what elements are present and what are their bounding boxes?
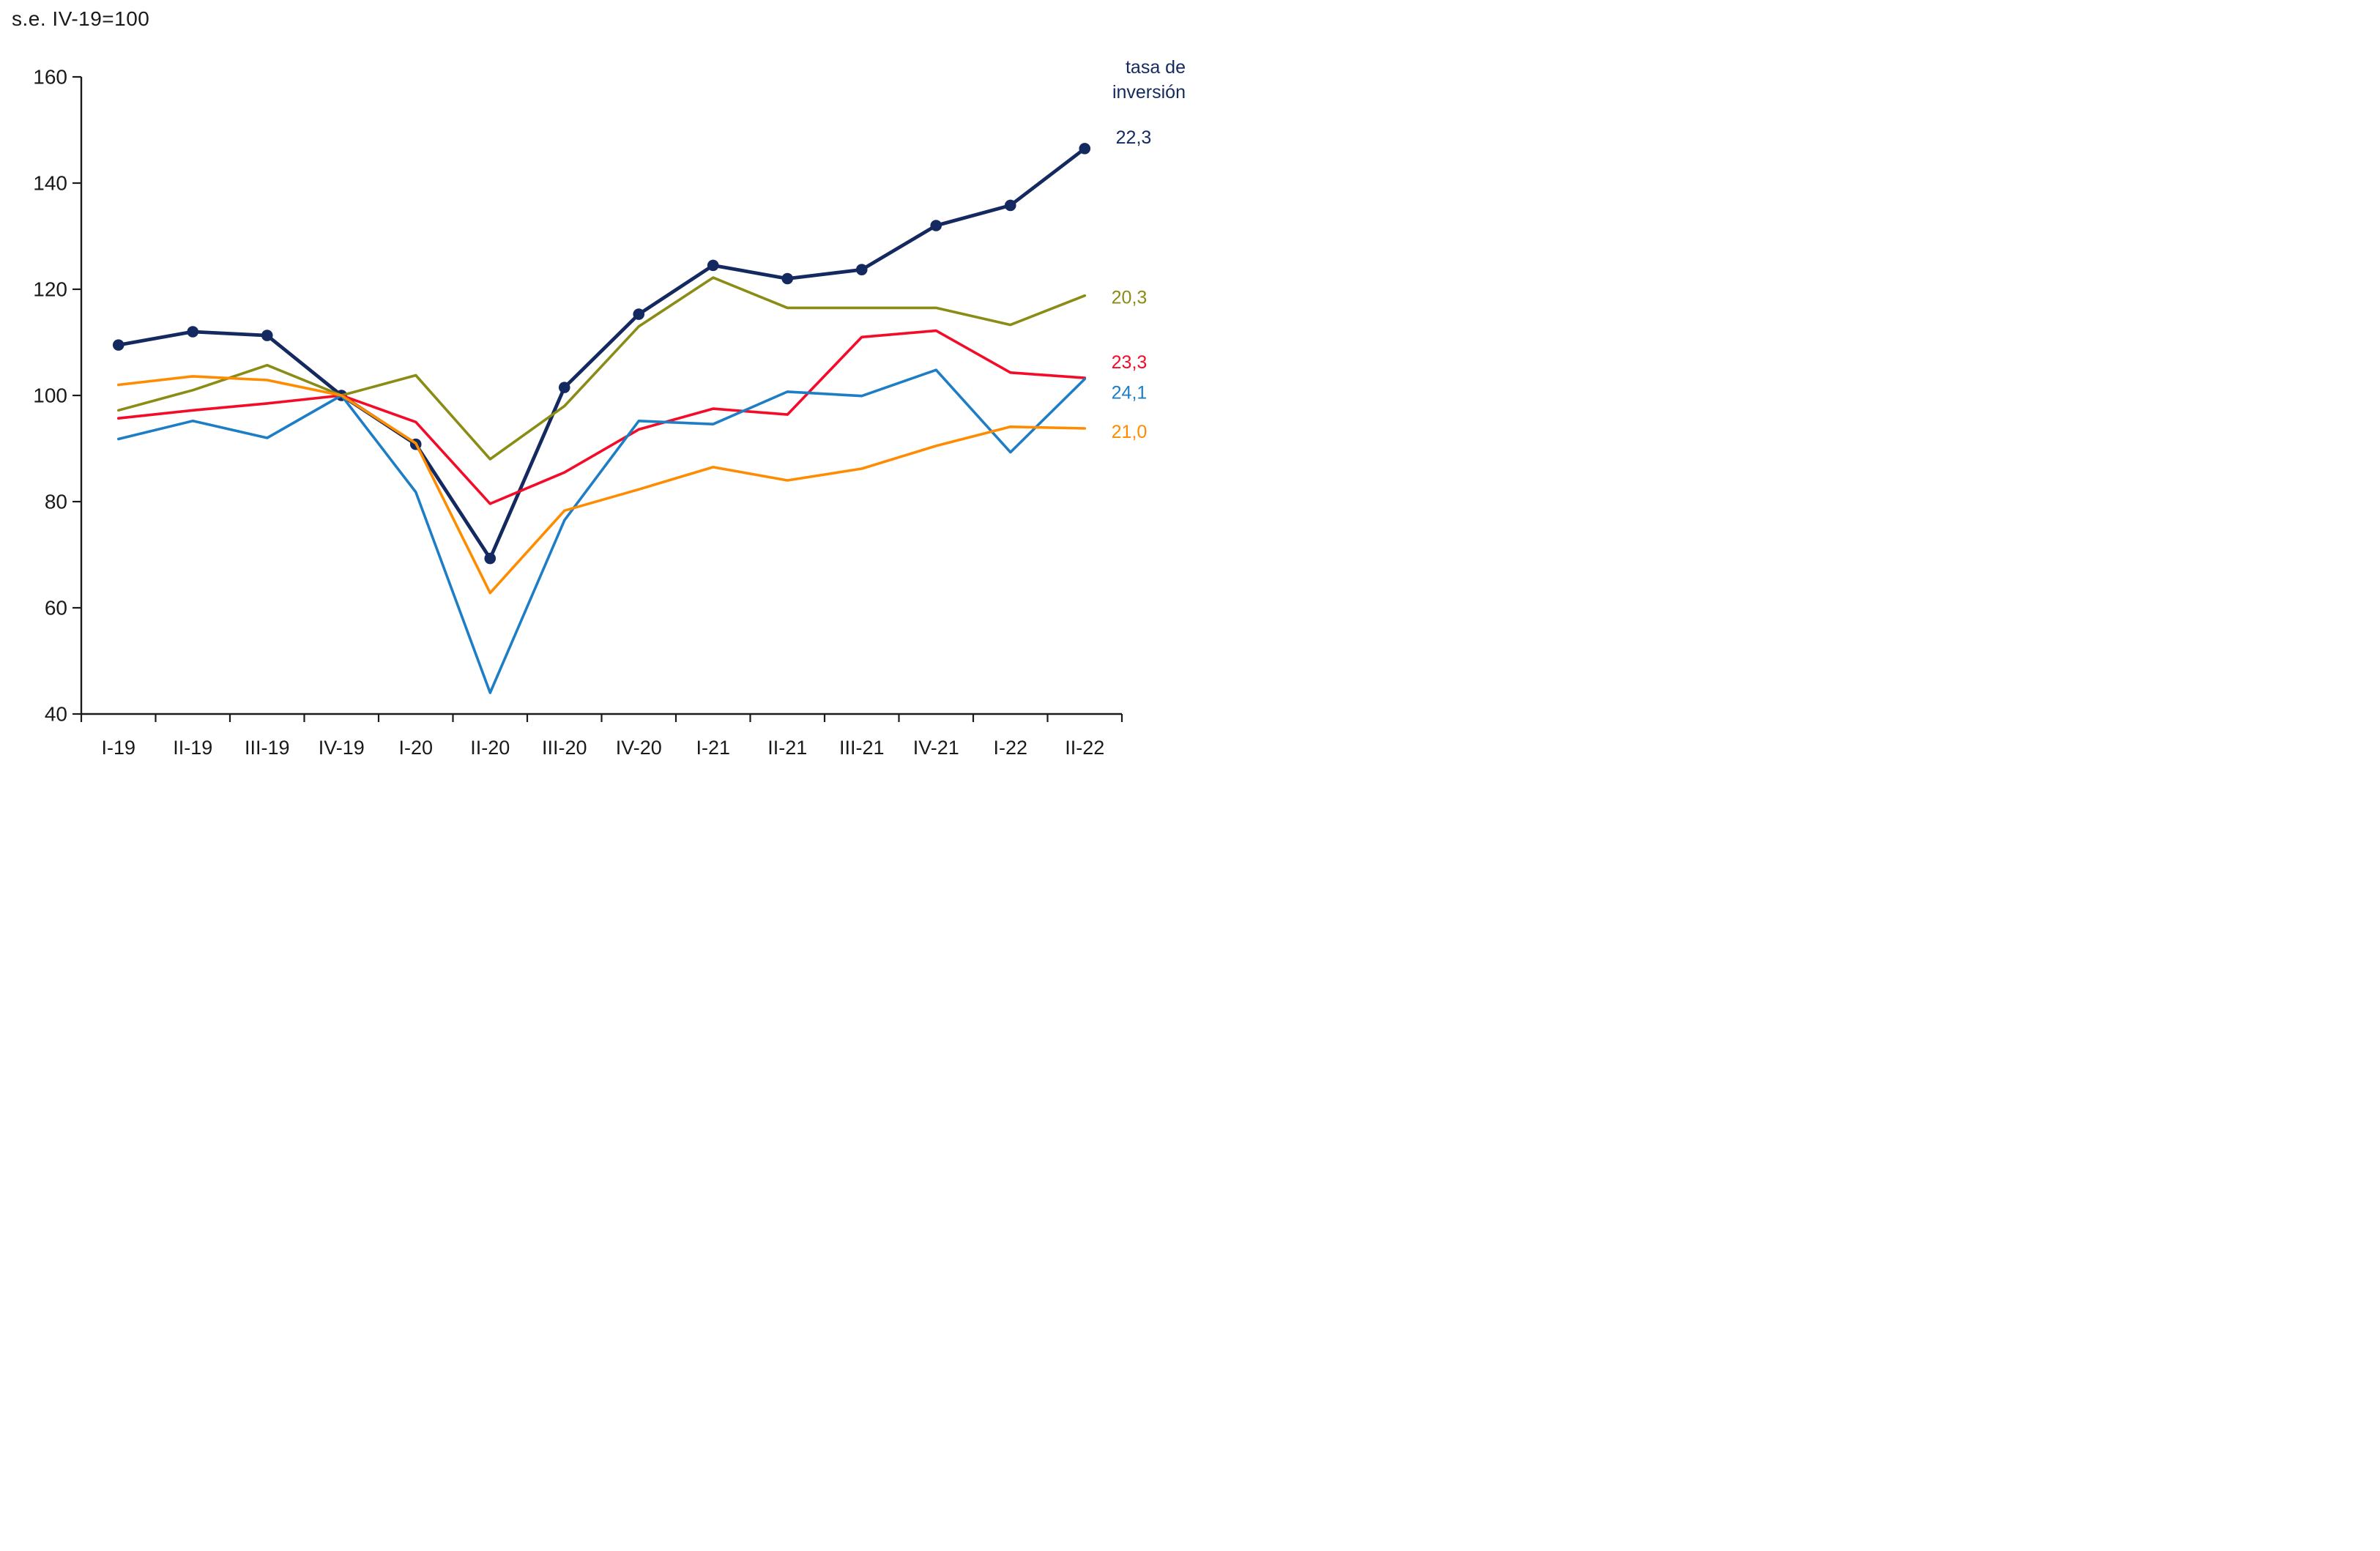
y-axis-tick-label: 140 xyxy=(33,172,67,195)
y-axis-tick-label: 100 xyxy=(33,384,67,407)
series-marker-navy xyxy=(187,326,199,338)
x-axis-tick-label: III-21 xyxy=(839,737,885,759)
chart-page: s.e. IV-19=100 tasa de inversión 160 140 1… xyxy=(0,0,1190,776)
chart-title: s.e. IV-19=100 xyxy=(12,7,150,30)
series-marker-navy xyxy=(930,220,942,231)
series-line-blue xyxy=(117,368,1087,694)
series-end-label-orange: 21,0 xyxy=(1112,422,1148,442)
x-axis-tick-label: II-19 xyxy=(173,737,212,759)
series-marker-navy xyxy=(1079,143,1091,155)
x-axis-tick-label: II-20 xyxy=(470,737,510,759)
series-end-label-olive: 20,3 xyxy=(1112,288,1148,308)
x-axis-tick-label: I-19 xyxy=(101,737,135,759)
series-marker-navy xyxy=(1004,199,1016,212)
series-marker-navy xyxy=(484,552,497,565)
x-axis-tick-label: I-20 xyxy=(398,737,433,759)
series-line-navy xyxy=(116,146,1087,560)
x-axis-tick-label: IV-19 xyxy=(319,737,365,759)
legend-title-line2: inversión xyxy=(1112,81,1186,103)
series-line-red xyxy=(117,329,1087,505)
series-marker-navy xyxy=(781,272,794,285)
x-axis-tick-label: I-22 xyxy=(993,737,1027,759)
series-end-label-navy: 22,3 xyxy=(1116,127,1152,148)
x-axis-tick-label: III-20 xyxy=(542,737,587,759)
series-marker-navy xyxy=(261,330,273,341)
legend-title: tasa de inversión xyxy=(1112,56,1186,105)
series-marker-navy xyxy=(855,264,868,275)
line-chart: 160 140 120 100 80 60 40 I-19 II-19 III-19 IV-19 I-… xyxy=(33,66,1152,759)
series-marker-navy xyxy=(112,339,124,351)
x-axis-tick-label: IV-20 xyxy=(616,737,662,759)
y-axis-tick-label: 120 xyxy=(33,278,67,301)
x-axis-tick-label: III-19 xyxy=(245,737,290,759)
x-axis-tick-label: IV-21 xyxy=(913,737,959,759)
series-line-olive xyxy=(117,276,1087,461)
y-axis-tick-label: 60 xyxy=(45,597,67,620)
x-axis-tick-label: II-22 xyxy=(1065,737,1104,759)
x-axis-tick-label: II-21 xyxy=(767,737,807,759)
series-end-label-blue: 24,1 xyxy=(1112,383,1148,403)
series-end-label-red: 23,3 xyxy=(1112,352,1148,373)
series-marker-navy xyxy=(707,259,719,272)
x-axis-tick-label: I-21 xyxy=(696,737,730,759)
series-line-orange xyxy=(117,375,1087,595)
y-axis-tick-label: 40 xyxy=(45,703,67,726)
y-axis-tick-label: 160 xyxy=(33,66,67,89)
legend-title-line1: tasa de xyxy=(1125,57,1186,78)
series-marker-navy xyxy=(558,382,570,393)
series-marker-navy xyxy=(633,308,645,320)
y-axis-tick-label: 80 xyxy=(45,491,67,513)
